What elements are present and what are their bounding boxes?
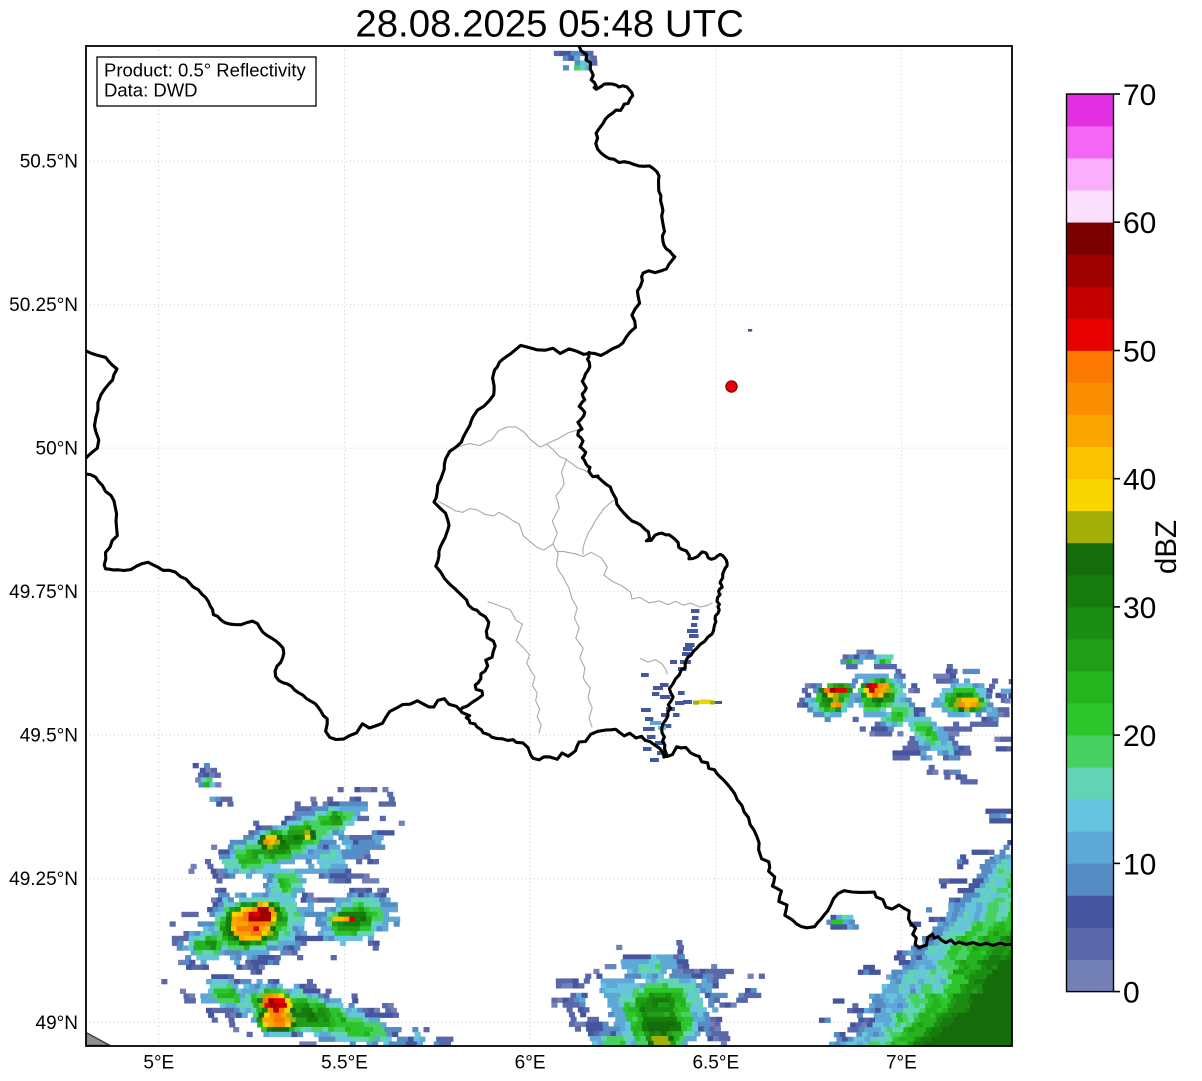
- svg-text:49.75°N: 49.75°N: [9, 582, 78, 603]
- svg-text:6.5°E: 6.5°E: [692, 1053, 739, 1074]
- svg-text:49.25°N: 49.25°N: [9, 869, 78, 890]
- svg-text:49°N: 49°N: [36, 1013, 78, 1034]
- svg-text:60: 60: [1123, 207, 1156, 240]
- svg-text:5°E: 5°E: [143, 1053, 174, 1074]
- svg-text:50°N: 50°N: [36, 439, 78, 460]
- svg-text:7°E: 7°E: [886, 1053, 917, 1074]
- svg-text:6°E: 6°E: [515, 1053, 546, 1074]
- svg-text:5.5°E: 5.5°E: [321, 1053, 368, 1074]
- svg-text:Data: DWD: Data: DWD: [104, 80, 198, 101]
- svg-text:20: 20: [1123, 720, 1156, 753]
- svg-text:50: 50: [1123, 336, 1156, 369]
- svg-text:70: 70: [1123, 79, 1156, 112]
- svg-text:30: 30: [1123, 592, 1156, 625]
- svg-text:10: 10: [1123, 848, 1156, 881]
- svg-text:28.08.2025 05:48 UTC: 28.08.2025 05:48 UTC: [355, 3, 743, 46]
- svg-text:49.5°N: 49.5°N: [20, 726, 78, 747]
- svg-text:0: 0: [1123, 977, 1140, 1010]
- svg-text:50.5°N: 50.5°N: [20, 152, 78, 173]
- svg-text:Product: 0.5° Reflectivity: Product: 0.5° Reflectivity: [104, 60, 306, 81]
- svg-text:dBZ: dBZ: [1150, 520, 1183, 574]
- svg-text:40: 40: [1123, 464, 1156, 497]
- svg-text:50.25°N: 50.25°N: [9, 295, 78, 316]
